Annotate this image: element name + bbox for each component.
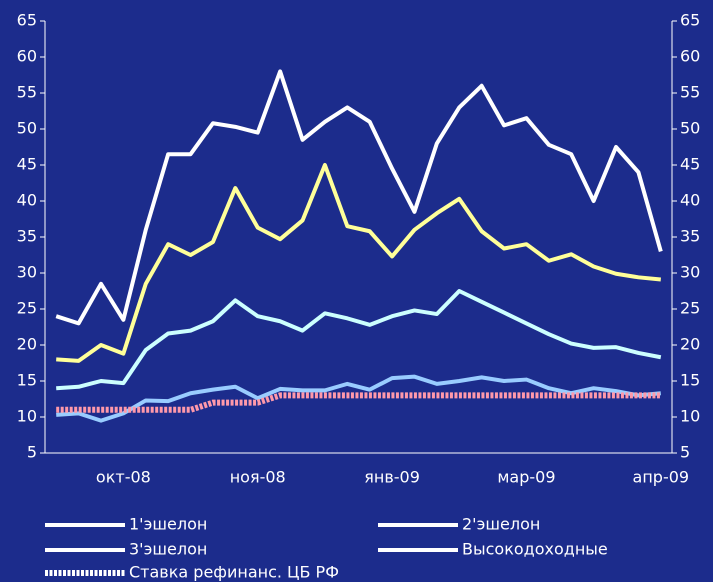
legend-label: Высокодоходные [462,540,608,559]
y2-tick-label: 15 [680,371,700,390]
y-tick-label: 10 [17,407,37,426]
x-tick-label: окт-08 [96,468,151,487]
y-tick-label: 50 [17,119,37,138]
y2-tick-label: 5 [680,443,690,462]
line-series [55,69,663,326]
y-tick-label: 40 [17,191,37,210]
y-tick-label: 55 [17,83,37,102]
y2-tick-label: 55 [680,83,700,102]
y2-tick-label: 45 [680,155,700,174]
y-tick-label: 35 [17,227,37,246]
x-tick-label: ноя-08 [230,468,286,487]
y-tick-label: 20 [17,335,37,354]
y-tick-label: 5 [27,443,37,462]
line-series [56,374,661,423]
y2-tick-label: 50 [680,119,700,138]
line-series [56,392,661,413]
legend-label: 1'эшелон [129,515,207,534]
y2-tick-label: 35 [680,227,700,246]
y2-tick-label: 20 [680,335,700,354]
line-series [56,163,661,363]
y2-tick-label: 25 [680,299,700,318]
x-tick-label: апр-09 [633,468,690,487]
y2-tick-label: 60 [680,47,700,66]
x-tick-label: мар-09 [497,468,555,487]
legend-label: 2'эшелон [462,515,540,534]
y-tick-label: 60 [17,47,37,66]
y-tick-label: 65 [17,11,37,30]
x-tick-label: янв-09 [364,468,420,487]
y-tick-label: 45 [17,155,37,174]
line-series [56,289,662,391]
legend-label: Ставка рефинанс. ЦБ РФ [129,563,339,582]
y2-tick-label: 65 [680,11,700,30]
y2-tick-label: 10 [680,407,700,426]
y-tick-label: 30 [17,263,37,282]
y-tick-label: 15 [17,371,37,390]
y2-tick-label: 30 [680,263,700,282]
y2-tick-label: 40 [680,191,700,210]
y-tick-label: 25 [17,299,37,318]
legend-label: 3'эшелон [129,540,207,559]
